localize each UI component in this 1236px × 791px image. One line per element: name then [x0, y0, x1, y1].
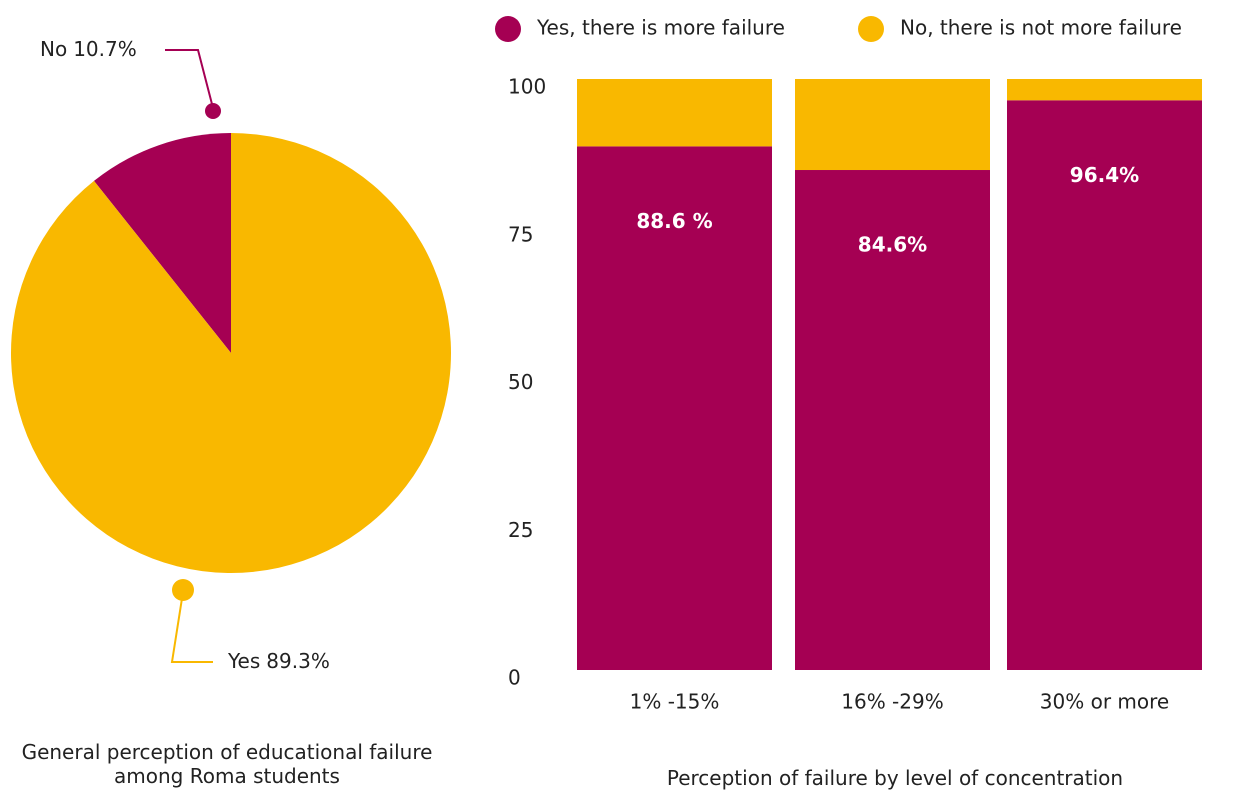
x-tick-label: 30% or more [1040, 690, 1169, 714]
value-label: 10.7% [73, 37, 137, 61]
bar-segment [1007, 100, 1202, 670]
leader-dot [172, 579, 194, 601]
bar-title: Perception of failure by level of concen… [666, 766, 1124, 790]
bar-segment [577, 79, 772, 147]
leader-dot [205, 103, 221, 119]
bar-segment [795, 170, 990, 670]
pie-slice [93, 133, 231, 353]
leader-line [165, 49, 214, 109]
legend-label: Yes, there is more failure [536, 16, 785, 40]
bar-segment [795, 79, 990, 171]
pie-label: Yes 89.3% [227, 649, 330, 673]
x-tick-label: 16% -29% [841, 690, 943, 714]
y-tick-label: 50 [508, 370, 533, 394]
y-tick-label: 0 [508, 666, 521, 690]
pie-slice [11, 133, 452, 573]
legend-label: No, there is not more failure [900, 16, 1182, 40]
value-label: 96.4% [1070, 163, 1139, 187]
leader-line [170, 591, 213, 663]
y-tick-label: 75 [508, 222, 533, 246]
value-label: 88.6 % [636, 209, 712, 233]
pie-label: No 10.7% [40, 37, 137, 61]
bar-segment [1007, 79, 1202, 101]
bar-segment [577, 146, 772, 670]
value-label: 89.3% [266, 649, 330, 673]
y-tick-label: 100 [508, 75, 546, 99]
x-tick-label: 1% -15% [630, 690, 720, 714]
value-label: 84.6% [858, 233, 927, 257]
category: No [40, 37, 67, 61]
legend-marker [495, 16, 521, 42]
y-tick-label: 25 [508, 518, 533, 542]
category: Yes [227, 649, 260, 673]
legend-marker [858, 16, 884, 42]
pie-title: General perception of educational failur… [21, 740, 433, 788]
